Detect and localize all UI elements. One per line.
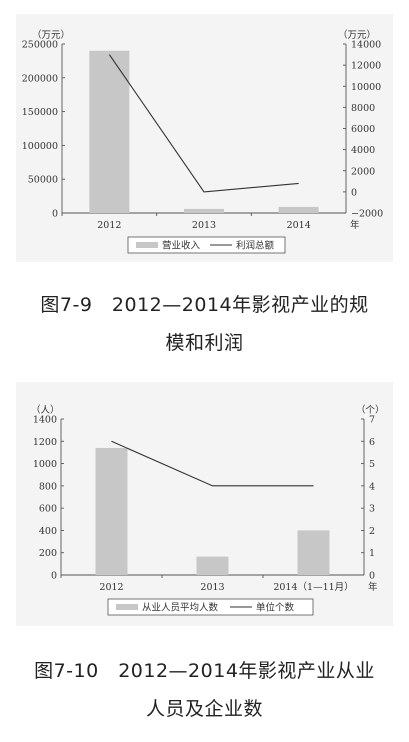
right-tick-label: 10000 (351, 82, 381, 93)
x-tick-label: 2014（1—11月） (273, 581, 353, 593)
right-tick-label: 2000 (351, 166, 375, 177)
left-tick-label: 100000 (22, 141, 58, 152)
right-tick-label: −2000 (351, 209, 383, 220)
x-tick-label: 2012 (99, 582, 123, 593)
legend (107, 598, 314, 616)
x-tick-label: 2014 (287, 220, 311, 231)
figure-caption-7-9: 图7-9 2012—2014年影视产业的规 模和利润 (0, 286, 409, 362)
legend (127, 236, 286, 254)
x-tick-label: 2013 (200, 582, 224, 593)
right-axis-unit: （个） (356, 404, 385, 416)
left-tick-label: 1000 (33, 459, 57, 470)
right-tick-label: 6000 (351, 124, 375, 135)
right-tick-label: 2 (369, 526, 375, 537)
right-tick-label: 3 (369, 504, 375, 515)
right-tick-label: 6 (369, 437, 375, 448)
x-axis-suffix: 年 (350, 219, 360, 231)
right-tick-label: 12000 (351, 61, 381, 72)
left-tick-label: 250000 (22, 40, 58, 51)
right-tick-label: 0 (369, 571, 375, 582)
right-tick-label: 8000 (351, 103, 375, 114)
caption-line: 模和利润 (165, 332, 244, 354)
chart-panel-employees: （人） （个） 0 200 400 600 800 1000 1200 1400 0 1 2 3 4 5 6 7 2… (16, 382, 393, 626)
legend-bar-swatch (136, 242, 158, 248)
left-tick-label: 0 (51, 571, 57, 582)
left-tick-label: 800 (39, 481, 57, 492)
legend-label-bar: 营业收入 (162, 240, 201, 252)
chart-panel-profit: （万元） （万元） 0 50000 100000 150000 200000 250000 −2… (16, 14, 393, 262)
left-tick-label: 200 (39, 548, 57, 559)
figure-caption-7-10: 图7-10 2012—2014年影视产业从业 人员及企业数 (0, 652, 409, 728)
x-axis-suffix: 年 (368, 581, 378, 593)
caption-line: 图7-10 2012—2014年影视产业从业 (34, 660, 375, 682)
left-tick-label: 50000 (28, 175, 58, 186)
bar-2013 (184, 208, 224, 213)
bar-2014 (278, 206, 319, 213)
right-tick-label: 4 (369, 481, 375, 492)
line-series-利润总额 (108, 54, 299, 193)
left-tick-label: 600 (39, 504, 57, 515)
bar-2012 (95, 447, 128, 575)
left-axis-unit: （万元） (32, 29, 70, 41)
bar-2013 (196, 556, 229, 575)
caption-line: 图7-9 2012—2014年影视产业的规 (40, 294, 369, 316)
right-tick-label: 0 (351, 187, 357, 198)
left-tick-label: 200000 (22, 73, 58, 84)
right-tick-label: 1 (369, 548, 375, 559)
left-tick-label: 1200 (33, 437, 57, 448)
legend-label-bar: 从业人员平均人数 (142, 602, 219, 614)
left-tick-label: 150000 (22, 107, 58, 118)
left-tick-label: 400 (39, 526, 57, 537)
left-axis-unit: （人） (31, 404, 60, 416)
left-tick-label: 1400 (33, 415, 57, 426)
right-axis-unit: （万元） (338, 29, 376, 41)
x-tick-label: 2012 (97, 220, 121, 231)
bar-2014（1—11月） (297, 530, 330, 575)
left-tick-label: 0 (52, 209, 58, 220)
legend-label-line: 利润总额 (236, 240, 275, 252)
right-tick-label: 7 (369, 415, 375, 426)
chart-profit: （万元） （万元）050000100000150000200000250000−2… (22, 29, 383, 254)
right-tick-label: 14000 (351, 40, 381, 51)
caption-line: 人员及企业数 (145, 698, 263, 720)
right-tick-label: 5 (369, 459, 375, 470)
chart-employees: （人） （个） 0 200 400 600 800 1000 1200 1400 0 1 2 3 4 5 6 7 2… (31, 404, 385, 616)
x-tick-label: 2013 (192, 220, 216, 231)
legend-bar-swatch (116, 604, 138, 610)
right-tick-label: 4000 (351, 145, 375, 156)
bar-2012 (89, 50, 130, 214)
line-series-单位个数 (111, 440, 314, 487)
legend-label-line: 单位个数 (256, 602, 295, 614)
